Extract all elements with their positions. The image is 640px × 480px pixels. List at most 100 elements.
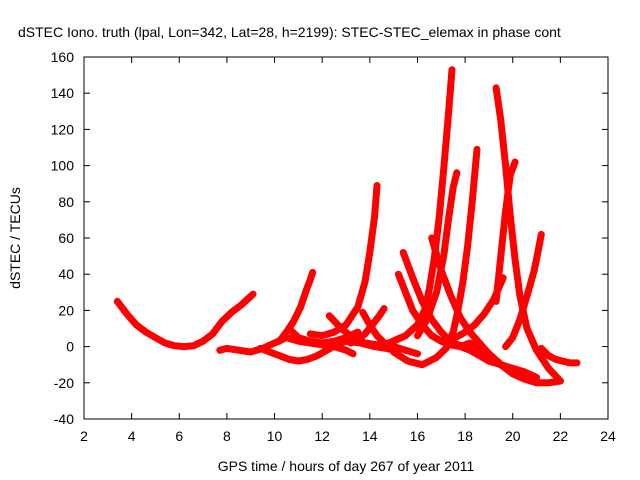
data-point [524,325,531,332]
data-point [438,329,445,336]
data-point [445,216,452,223]
data-point [414,321,421,328]
y-tick-label: 80 [58,194,74,210]
data-point [181,343,188,350]
data-series-9 [347,305,388,347]
data-point [559,358,566,365]
data-point [423,316,430,323]
data-point [307,276,314,283]
data-point [485,354,492,361]
data-point [376,312,383,319]
data-point [531,267,538,274]
data-point [209,330,216,337]
data-point [123,311,130,318]
series-trace [113,290,257,351]
series-trace [378,66,456,351]
data-point [502,162,509,169]
data-series-1 [113,290,257,351]
data-point [481,311,488,318]
data-point [297,303,304,310]
data-point [474,146,480,153]
data-point [474,347,480,354]
series-trace [428,234,507,370]
data-point [438,267,445,274]
data-point [409,307,416,314]
data-point [319,332,326,339]
data-point [414,350,421,357]
data-point [200,338,207,345]
data-point [395,271,402,278]
data-point [114,298,121,305]
data-point [521,376,528,383]
x-tick-label: 4 [128,428,136,444]
data-point [319,339,326,346]
data-point [419,298,426,305]
data-point [493,84,500,91]
data-point [404,358,411,365]
data-point [307,330,314,337]
data-point [373,182,380,189]
data-point [466,339,473,346]
data-point [502,343,509,350]
data-point [502,207,509,214]
y-tick-label: 140 [51,85,75,101]
y-tick-label: 160 [51,49,75,65]
data-point [428,235,435,241]
x-tick-labels: 2 4 6 8 10 12 14 16 18 20 22 24 [80,428,616,444]
data-point [516,316,523,323]
data-point [493,298,500,305]
data-point [257,345,264,352]
x-tick-label: 20 [505,428,521,444]
data-point [354,329,361,336]
data-point [295,358,302,365]
data-point [326,312,333,319]
data-point [545,365,552,372]
data-series-5 [285,325,362,347]
data-point [507,171,514,178]
plot-frame [83,56,609,420]
data-point [171,342,178,349]
y-tick-label: 120 [51,121,75,137]
data-point [314,352,321,359]
data-point [533,379,540,386]
data-point [509,334,516,341]
data-point [354,303,361,310]
data-point [433,289,440,296]
data-point [521,368,528,375]
data-point [516,292,523,299]
data-point [362,278,369,285]
data-point [466,329,473,336]
data-point [409,274,416,281]
data-series-layer [113,66,581,387]
data-point [276,352,283,359]
data-point [373,332,380,339]
data-point [295,334,302,341]
data-point [223,345,230,352]
data-point [369,321,376,328]
data-point [440,166,447,173]
data-point [402,332,409,339]
data-point [362,330,369,337]
x-tick-label: 24 [600,428,616,444]
data-point [402,289,409,296]
data-series-4 [275,268,317,345]
data-point [524,292,531,299]
data-point [557,377,564,384]
data-point [390,338,397,345]
data-point [359,309,366,316]
data-point [497,253,504,260]
data-point [574,359,581,366]
data-point [302,289,309,296]
data-point [216,347,223,354]
data-point [428,332,435,339]
data-point [426,285,433,292]
y-tick-label: 60 [58,230,74,246]
data-point [250,291,257,298]
x-tick-label: 14 [362,428,378,444]
data-point [438,338,445,345]
data-point [276,338,283,345]
y-tick-labels: -40 -20 0 20 40 60 80 100 120 140 160 [51,49,75,427]
data-point [400,249,407,256]
data-point [290,318,297,325]
